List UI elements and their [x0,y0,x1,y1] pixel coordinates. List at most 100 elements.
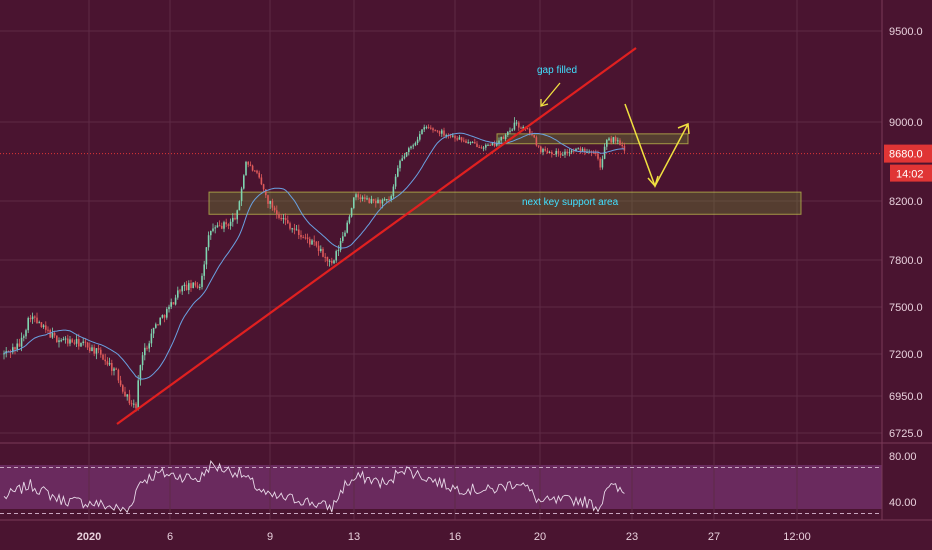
time-tick-label: 27 [708,531,720,543]
candle-body-255 [564,151,566,155]
candle-body-253 [559,153,562,156]
candle-body-270 [597,153,599,159]
candle-body-213 [471,142,474,144]
candle-body-224 [496,143,498,146]
candle-body-251 [555,150,557,155]
candle-body-129 [287,220,289,224]
annotation-next-key-support-area: next key support area [522,197,619,208]
candle-body-182 [403,156,406,159]
price-tick-label: 7500.0 [889,302,923,314]
candle-body-214 [474,142,476,144]
candle-body-51 [115,368,117,370]
candle-body-114 [254,170,256,172]
candle-body-229 [507,131,509,136]
candle-body-180 [399,160,401,169]
axis-layer: 6725.0 6950.0 7200.0 7500.0 7800.0 8200.0 9000… [77,26,932,543]
candle-body-115 [256,170,258,173]
candle-body-240 [531,133,533,136]
candles-layer [3,117,626,412]
candle-body-76 [170,302,172,307]
candle-body-89 [199,286,201,288]
candle-body-64 [144,347,146,356]
candle-body-94 [210,230,212,236]
projection-arrowhead-down [647,175,659,188]
candle-body-32 [73,342,76,344]
annotation-gap-filled: gap filled [537,65,577,76]
candle-body-185 [410,146,412,149]
candle-body-109 [243,175,245,189]
candle-body-127 [282,218,285,220]
candle-body-248 [548,152,551,154]
candle-body-159 [353,197,355,209]
candle-body-90 [201,275,203,287]
candle-body-91 [203,264,205,276]
candle-body-50 [113,368,115,371]
candle-body-256 [566,151,568,154]
candle-body-242 [535,137,538,146]
candle-body-119 [265,189,267,196]
candle-body-19 [45,325,47,330]
candle-body-82 [183,284,186,287]
candle-body-220 [487,144,489,146]
candle-body-73 [163,315,166,318]
candle-body-210 [465,140,467,144]
arrow-layer [540,82,690,188]
candle-body-178 [394,176,397,187]
candle-body-167 [370,198,373,203]
candle-body-141 [313,240,315,242]
time-tick-label: 16 [449,531,461,543]
trend-layer [116,47,637,425]
candle-body-265 [586,152,588,154]
candle-body-160 [355,194,357,198]
candle-body-107 [238,201,241,211]
candle-body-60 [135,403,137,409]
candle-body-67 [150,333,153,344]
rsi-line [3,460,625,514]
moving-average-line [3,132,625,380]
candle-body-216 [478,147,480,149]
candle-body-217 [480,147,483,149]
candle-body-197 [436,130,439,132]
candle-body-271 [599,158,601,168]
countdown-tag [890,164,932,182]
candle-body-223 [493,142,496,146]
candle-body-144 [320,248,322,251]
candle-body-154 [342,236,344,242]
candle-body-21 [49,330,51,338]
candle-body-206 [456,138,458,140]
candle-body-209 [463,140,465,142]
candle-body-87 [194,282,197,286]
candle-body-198 [438,131,441,134]
candle-body-190 [421,129,423,135]
candle-body-257 [568,152,571,154]
price-tick-label: 9500.0 [889,26,923,38]
candle-body-150 [333,260,335,264]
price-tick-label: 7800.0 [889,255,923,267]
candle-body-70 [157,324,159,326]
candle-body-163 [361,197,364,200]
rsi-tick-label: 80.00 [889,451,917,463]
candle-body-170 [377,199,379,204]
candle-body-18 [42,325,45,328]
candle-body-83 [185,284,188,291]
time-tick-label: 23 [626,531,638,543]
candle-body-13 [31,316,34,320]
candle-body-28 [64,338,67,340]
label-layer: gap filled next key support area [522,65,619,208]
candle-body-258 [570,150,573,153]
candle-body-105 [234,217,236,220]
candle-body-108 [240,188,243,202]
candle-body-48 [108,363,111,365]
candle-body-188 [416,139,419,143]
candle-body-123 [273,207,276,211]
price-tick-label: 6950.0 [889,391,923,403]
candle-body-98 [218,225,221,227]
candle-body-45 [102,354,104,360]
candle-body-43 [97,348,100,350]
price-tick-label: 9000.0 [889,117,923,129]
candle-body-112 [249,164,252,166]
candle-body-55 [124,391,126,397]
candle-body-193 [427,127,430,129]
